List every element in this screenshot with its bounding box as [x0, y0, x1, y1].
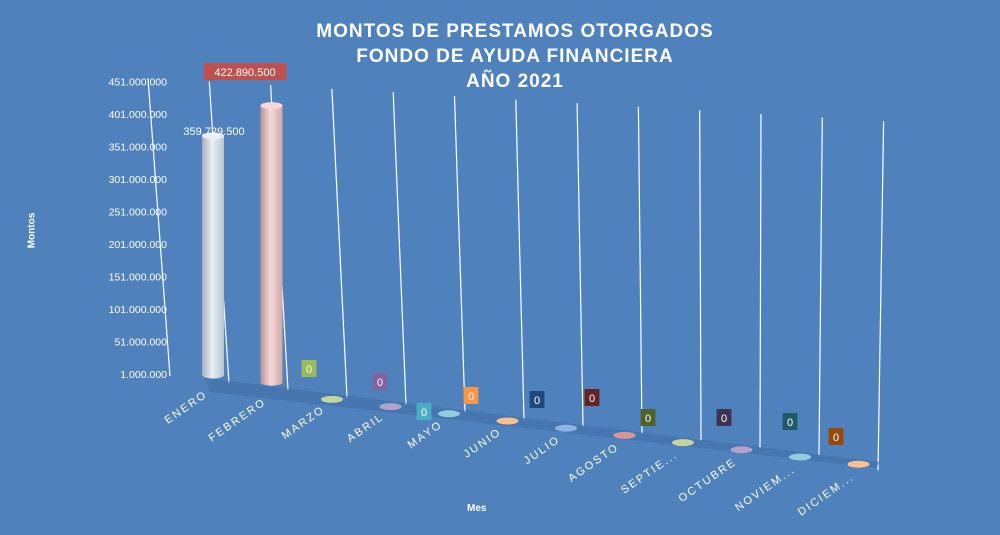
- data-label: 0: [534, 395, 540, 407]
- data-label: 0: [645, 413, 651, 425]
- data-label-box: [203, 63, 287, 80]
- gridline: [331, 88, 348, 398]
- gridline: [392, 92, 407, 405]
- chart-title-line-3: AÑO 2021: [466, 71, 564, 92]
- data-label-box: [372, 373, 388, 390]
- y-tick-label: 351.000.000: [109, 142, 168, 154]
- x-tick-label: DICIEM...: [796, 471, 857, 518]
- x-axis-title: Mes: [467, 503, 487, 514]
- data-label: 0: [306, 364, 312, 376]
- x-tick-label: ENERO: [163, 389, 210, 427]
- bar-diciem: [847, 460, 870, 468]
- data-label: 0: [721, 413, 727, 425]
- data-label: 0: [377, 377, 383, 389]
- bar-agosto: [613, 431, 636, 439]
- x-tick-label: AGOSTO: [566, 441, 621, 485]
- bar-septie: [672, 439, 694, 447]
- data-label-box: [416, 403, 432, 420]
- bar-marzo: [321, 395, 343, 403]
- y-tick-label: 451.000.000: [109, 77, 168, 89]
- bar-febrero: [260, 105, 283, 386]
- data-label-box: [828, 428, 844, 445]
- x-tick-label: JULIO: [522, 434, 563, 467]
- x-tick-label: SEPTIE...: [619, 449, 680, 497]
- data-label: 0: [421, 407, 427, 419]
- gridline: [877, 121, 885, 471]
- bar-top: [260, 102, 283, 110]
- gridline: [759, 113, 762, 449]
- gridline: [576, 103, 584, 427]
- data-label-box: [463, 387, 479, 404]
- y-tick-label: 401.000.000: [109, 109, 168, 121]
- data-label-box: [529, 391, 545, 408]
- bar-enero: [202, 135, 224, 379]
- floor: [205, 378, 880, 468]
- y-tick-label: 101.000.000: [109, 304, 168, 316]
- x-tick-label: ABRIL: [345, 411, 386, 445]
- y-tick-label: 251.000.000: [109, 207, 168, 219]
- data-label-box: [584, 389, 600, 406]
- gridline: [699, 110, 702, 441]
- data-label: 359.729.500: [183, 126, 244, 138]
- x-tick-label: NOVIEM...: [733, 464, 798, 514]
- data-label: 422.890.500: [214, 67, 275, 79]
- data-label-box: [782, 413, 798, 430]
- y-tick-label: 1.000.000: [120, 369, 167, 381]
- bar-top: [202, 132, 224, 140]
- x-tick-label: FEBRERO: [207, 396, 269, 444]
- data-label: 0: [468, 391, 474, 403]
- bar-junio: [496, 417, 519, 425]
- bar-octubre: [730, 446, 753, 454]
- chart-title-line-2: FONDO DE AYUDA FINANCIERA: [356, 46, 674, 67]
- gridline: [453, 95, 466, 413]
- bar-abril: [379, 403, 402, 411]
- y-tick-label: 301.000.000: [109, 174, 168, 186]
- gridline: [147, 77, 171, 377]
- data-label-box: [640, 409, 656, 426]
- x-tick-label: OCTUBRE: [677, 456, 739, 505]
- bar-noviem: [789, 453, 811, 461]
- x-tick-label: MARZO: [280, 404, 328, 442]
- bar-mayo: [438, 410, 460, 418]
- gridline: [515, 99, 525, 420]
- data-label-box: [716, 409, 732, 426]
- x-tick-label: MAYO: [406, 419, 445, 452]
- gridline: [818, 117, 823, 456]
- data-label: 0: [833, 432, 839, 444]
- data-label-box: [301, 360, 317, 377]
- y-tick-label: 51.000.000: [114, 337, 167, 349]
- y-tick-label: 151.000.000: [109, 272, 168, 284]
- data-label: 0: [787, 417, 793, 429]
- data-label: 0: [589, 393, 595, 405]
- x-tick-label: JUNIO: [462, 426, 504, 460]
- gridline: [637, 106, 643, 434]
- y-tick-label: 201.000.000: [109, 239, 168, 251]
- chart-title-line-1: MONTOS DE PRESTAMOS OTORGADOS: [316, 21, 714, 42]
- bar-julio: [555, 424, 577, 432]
